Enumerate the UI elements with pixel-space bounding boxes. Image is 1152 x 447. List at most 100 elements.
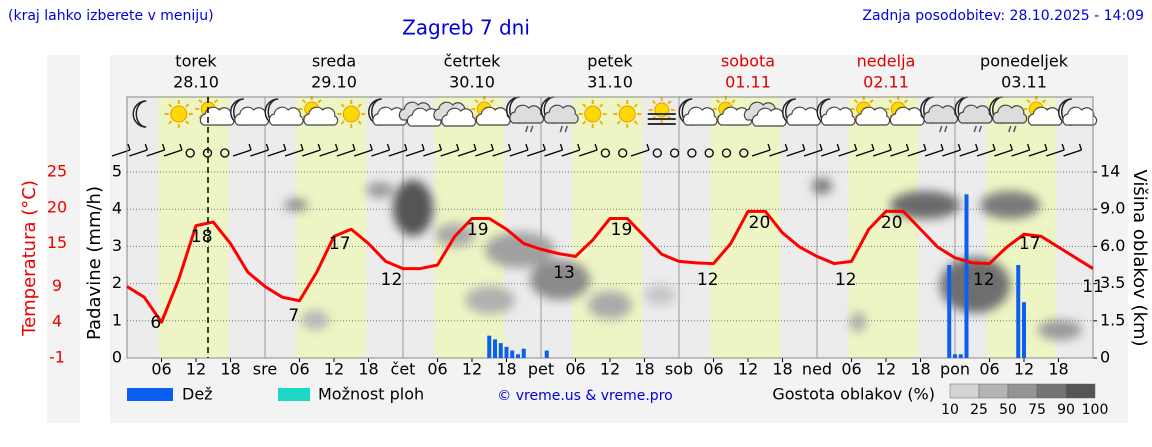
precipitation-bar [958,354,963,358]
rain-drop [1008,125,1012,133]
wind-barb [784,143,789,151]
wind-barb [438,143,443,151]
wind-shaft [924,149,944,157]
y2-tick-label: 3.5 [1100,273,1125,292]
cloud-blob [644,285,676,305]
sun-ray [599,103,604,108]
sun-ray [474,99,479,104]
x-tick-label: ned [802,360,832,379]
x-tick-label: 12 [738,360,758,379]
wind-barb [1078,143,1083,151]
wind-barb [905,143,910,151]
wind-shaft [872,149,892,157]
wind-shaft [769,149,788,157]
x-tick-label: 12 [876,360,896,379]
y-tick-label: 0 [112,348,122,367]
wind-barb [1026,143,1031,151]
wind-shaft [907,149,927,157]
calm [600,148,611,158]
day-date: 30.10 [449,73,495,92]
sun-ray [888,99,893,104]
y2-tick-label: 9.0 [1100,199,1125,218]
wind-shaft [803,149,823,157]
x-tick-label: 12 [324,360,344,379]
rain-drop [939,125,943,133]
sun [342,105,360,123]
wind-barb [265,143,270,151]
sun-ray [715,99,721,104]
temperature-axis-label: Temperatura (°C) [19,180,40,337]
temperature-label: 20 [749,213,771,233]
day-name: četrtek [444,52,502,71]
y-tick-label: 1 [112,310,122,329]
sun-ray [213,99,219,104]
temperature-label: 18 [191,227,213,247]
cloud [441,107,477,127]
calm [185,148,195,158]
day-date: 28.10 [173,73,219,92]
cloud-scale-tick: 25 [970,402,988,418]
wind-barb [179,143,183,151]
wind-barb [300,143,304,151]
wind-shaft [838,149,857,157]
cloud [855,106,891,126]
sun-ray [489,99,495,104]
wind-barb [404,143,408,151]
cloud-scale-tick: 75 [1028,402,1046,418]
x-tick-label: 06 [703,360,723,379]
sun-ray [853,99,859,104]
x-tick-label: pon [940,360,970,379]
wind-shaft [129,149,148,157]
y2-tick-label: 1.5 [1100,310,1125,329]
sun-ray [185,103,190,108]
y-tick-label: 2 [112,273,122,292]
sun-ray [340,103,345,108]
rain-drop [944,125,948,133]
day-date: 02.11 [863,73,909,92]
x-tick-label: 18 [358,360,378,379]
cloud [820,106,856,126]
wind-shaft [630,149,650,157]
sun [584,105,602,123]
cloud-blob [393,180,433,236]
wind-shaft [1045,149,1065,157]
wind-shaft [1011,149,1030,157]
wind-barb [923,143,927,151]
wind-shaft [457,149,477,157]
wind-barb [1044,143,1048,151]
x-tick-label: 12 [462,360,482,379]
sun-ray [317,99,322,104]
legend-label: Dež [182,385,213,404]
temperature-label: 6 [150,313,161,333]
wind-shaft [492,149,511,157]
cloud-blob [301,310,329,330]
temperature-label: 20 [881,213,903,233]
rain-drop [525,125,529,133]
day-name: torek [175,52,217,71]
wind-barb [490,143,494,151]
wind-barb [594,143,598,151]
sun-ray [582,103,587,108]
x-tick-label: 06 [841,360,861,379]
sun [170,105,188,123]
rain-drop [978,125,982,133]
legend-label: Možnost ploh [318,385,424,404]
cloud [682,106,718,126]
wind-barb [369,143,373,151]
cloud-scale-box [1007,383,1038,399]
wind-shaft [163,149,183,157]
wind-barb [161,143,166,151]
temperature-label: 7 [288,306,299,326]
cloud-scale-box [949,383,980,399]
wind-shaft [250,149,269,157]
cloud-blob [850,312,866,332]
precipitation-bar [1016,265,1021,358]
precipitation-bar [544,350,549,358]
wind-barb [836,143,840,151]
rain-drop [1013,125,1017,133]
sun-ray [198,99,203,104]
temperature-tick-label: 9 [52,276,62,295]
update-time: Zadnja posodobitev: 28.10.2025 - 14:09 [862,8,1144,24]
sun-ray [168,120,173,125]
cloud-scale-box [978,383,1009,399]
